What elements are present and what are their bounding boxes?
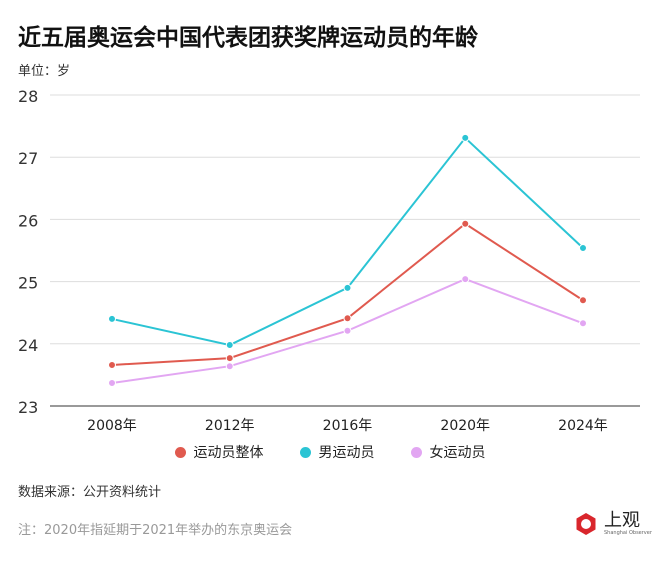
logo-icon [576, 513, 596, 535]
logo-text: 上观 [604, 510, 640, 531]
y-tick-label: 25 [18, 274, 38, 293]
plot-area: 23 24 25 26 27 28 2008年 2012年 2016年 2020年 2024年 [18, 87, 640, 434]
series-line [111, 136, 584, 347]
legend-item: 女运动员 [410, 442, 486, 462]
chart-title: 近五届奥运会中国代表团获奖牌运动员的年龄 [18, 25, 478, 51]
note-text: 注：2020年指延期于2021年举办的东京奥运会 [18, 523, 293, 538]
x-tick-label: 2020年 [440, 418, 490, 434]
data-point [108, 314, 116, 323]
data-point [579, 319, 587, 328]
x-tick-label: 2008年 [87, 418, 137, 434]
data-point [343, 314, 352, 323]
y-tick-label: 24 [18, 336, 38, 355]
legend-label: 男运动员 [318, 445, 375, 461]
data-point [343, 326, 352, 335]
data-point [579, 244, 587, 253]
legend-marker [410, 447, 422, 458]
legend-label: 女运动员 [429, 445, 486, 461]
source-text: 数据来源：公开资料统计 [18, 485, 162, 500]
legend-marker [174, 447, 186, 458]
x-tick-label: 2016年 [323, 418, 373, 434]
legend-marker [299, 447, 311, 458]
x-tick-label: 2024年 [558, 418, 608, 434]
data-point [225, 362, 234, 371]
data-point [225, 354, 234, 363]
y-tick-label: 26 [18, 211, 38, 230]
data-point [461, 275, 470, 284]
y-tick-label: 23 [18, 398, 38, 417]
unit-label: 单位：岁 [18, 64, 71, 79]
legend-label: 运动员整体 [193, 445, 264, 461]
y-tick-label: 27 [18, 149, 38, 168]
data-point [108, 360, 116, 369]
data-point [461, 219, 470, 228]
x-tick-label: 2012年 [205, 418, 255, 434]
legend-item: 男运动员 [299, 442, 375, 462]
legend: 运动员整体 男运动员 女运动员 [0, 442, 660, 462]
data-point [343, 283, 352, 292]
data-point [579, 296, 587, 305]
data-point [225, 341, 234, 350]
logo: 上观 Shanghai Observer [574, 512, 652, 536]
y-tick-label: 28 [18, 87, 38, 106]
logo-subtext: Shanghai Observer [604, 530, 652, 536]
data-point [108, 378, 116, 387]
legend-item: 运动员整体 [174, 442, 264, 462]
data-point [461, 133, 470, 142]
